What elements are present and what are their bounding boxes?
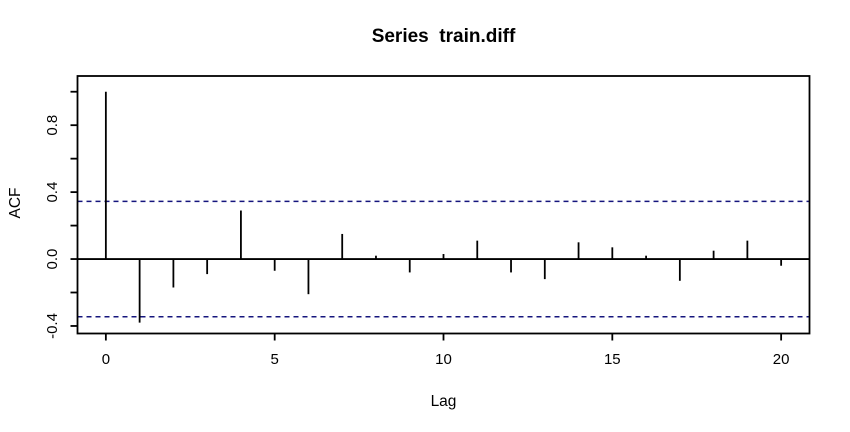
x-tick-label: 0 (102, 351, 110, 368)
y-tick-label: 0.4 (44, 182, 61, 203)
y-tick-label: -0.4 (44, 313, 61, 339)
x-tick-label: 5 (271, 351, 279, 368)
y-tick-label: 0.0 (44, 249, 61, 270)
x-tick-label: 10 (435, 351, 452, 368)
x-tick-label: 20 (773, 351, 790, 368)
plot-border (76, 75, 811, 335)
chart-title: Series train.diff (372, 26, 516, 47)
x-tick-label: 15 (604, 351, 621, 368)
y-axis-label: ACF (7, 188, 24, 219)
y-tick-label: 0.8 (44, 115, 61, 136)
x-axis-label: Lag (431, 393, 457, 410)
plot-area: 0 5 10 15 20 0.8 0.4 0.0 -0.4 (44, 75, 811, 368)
